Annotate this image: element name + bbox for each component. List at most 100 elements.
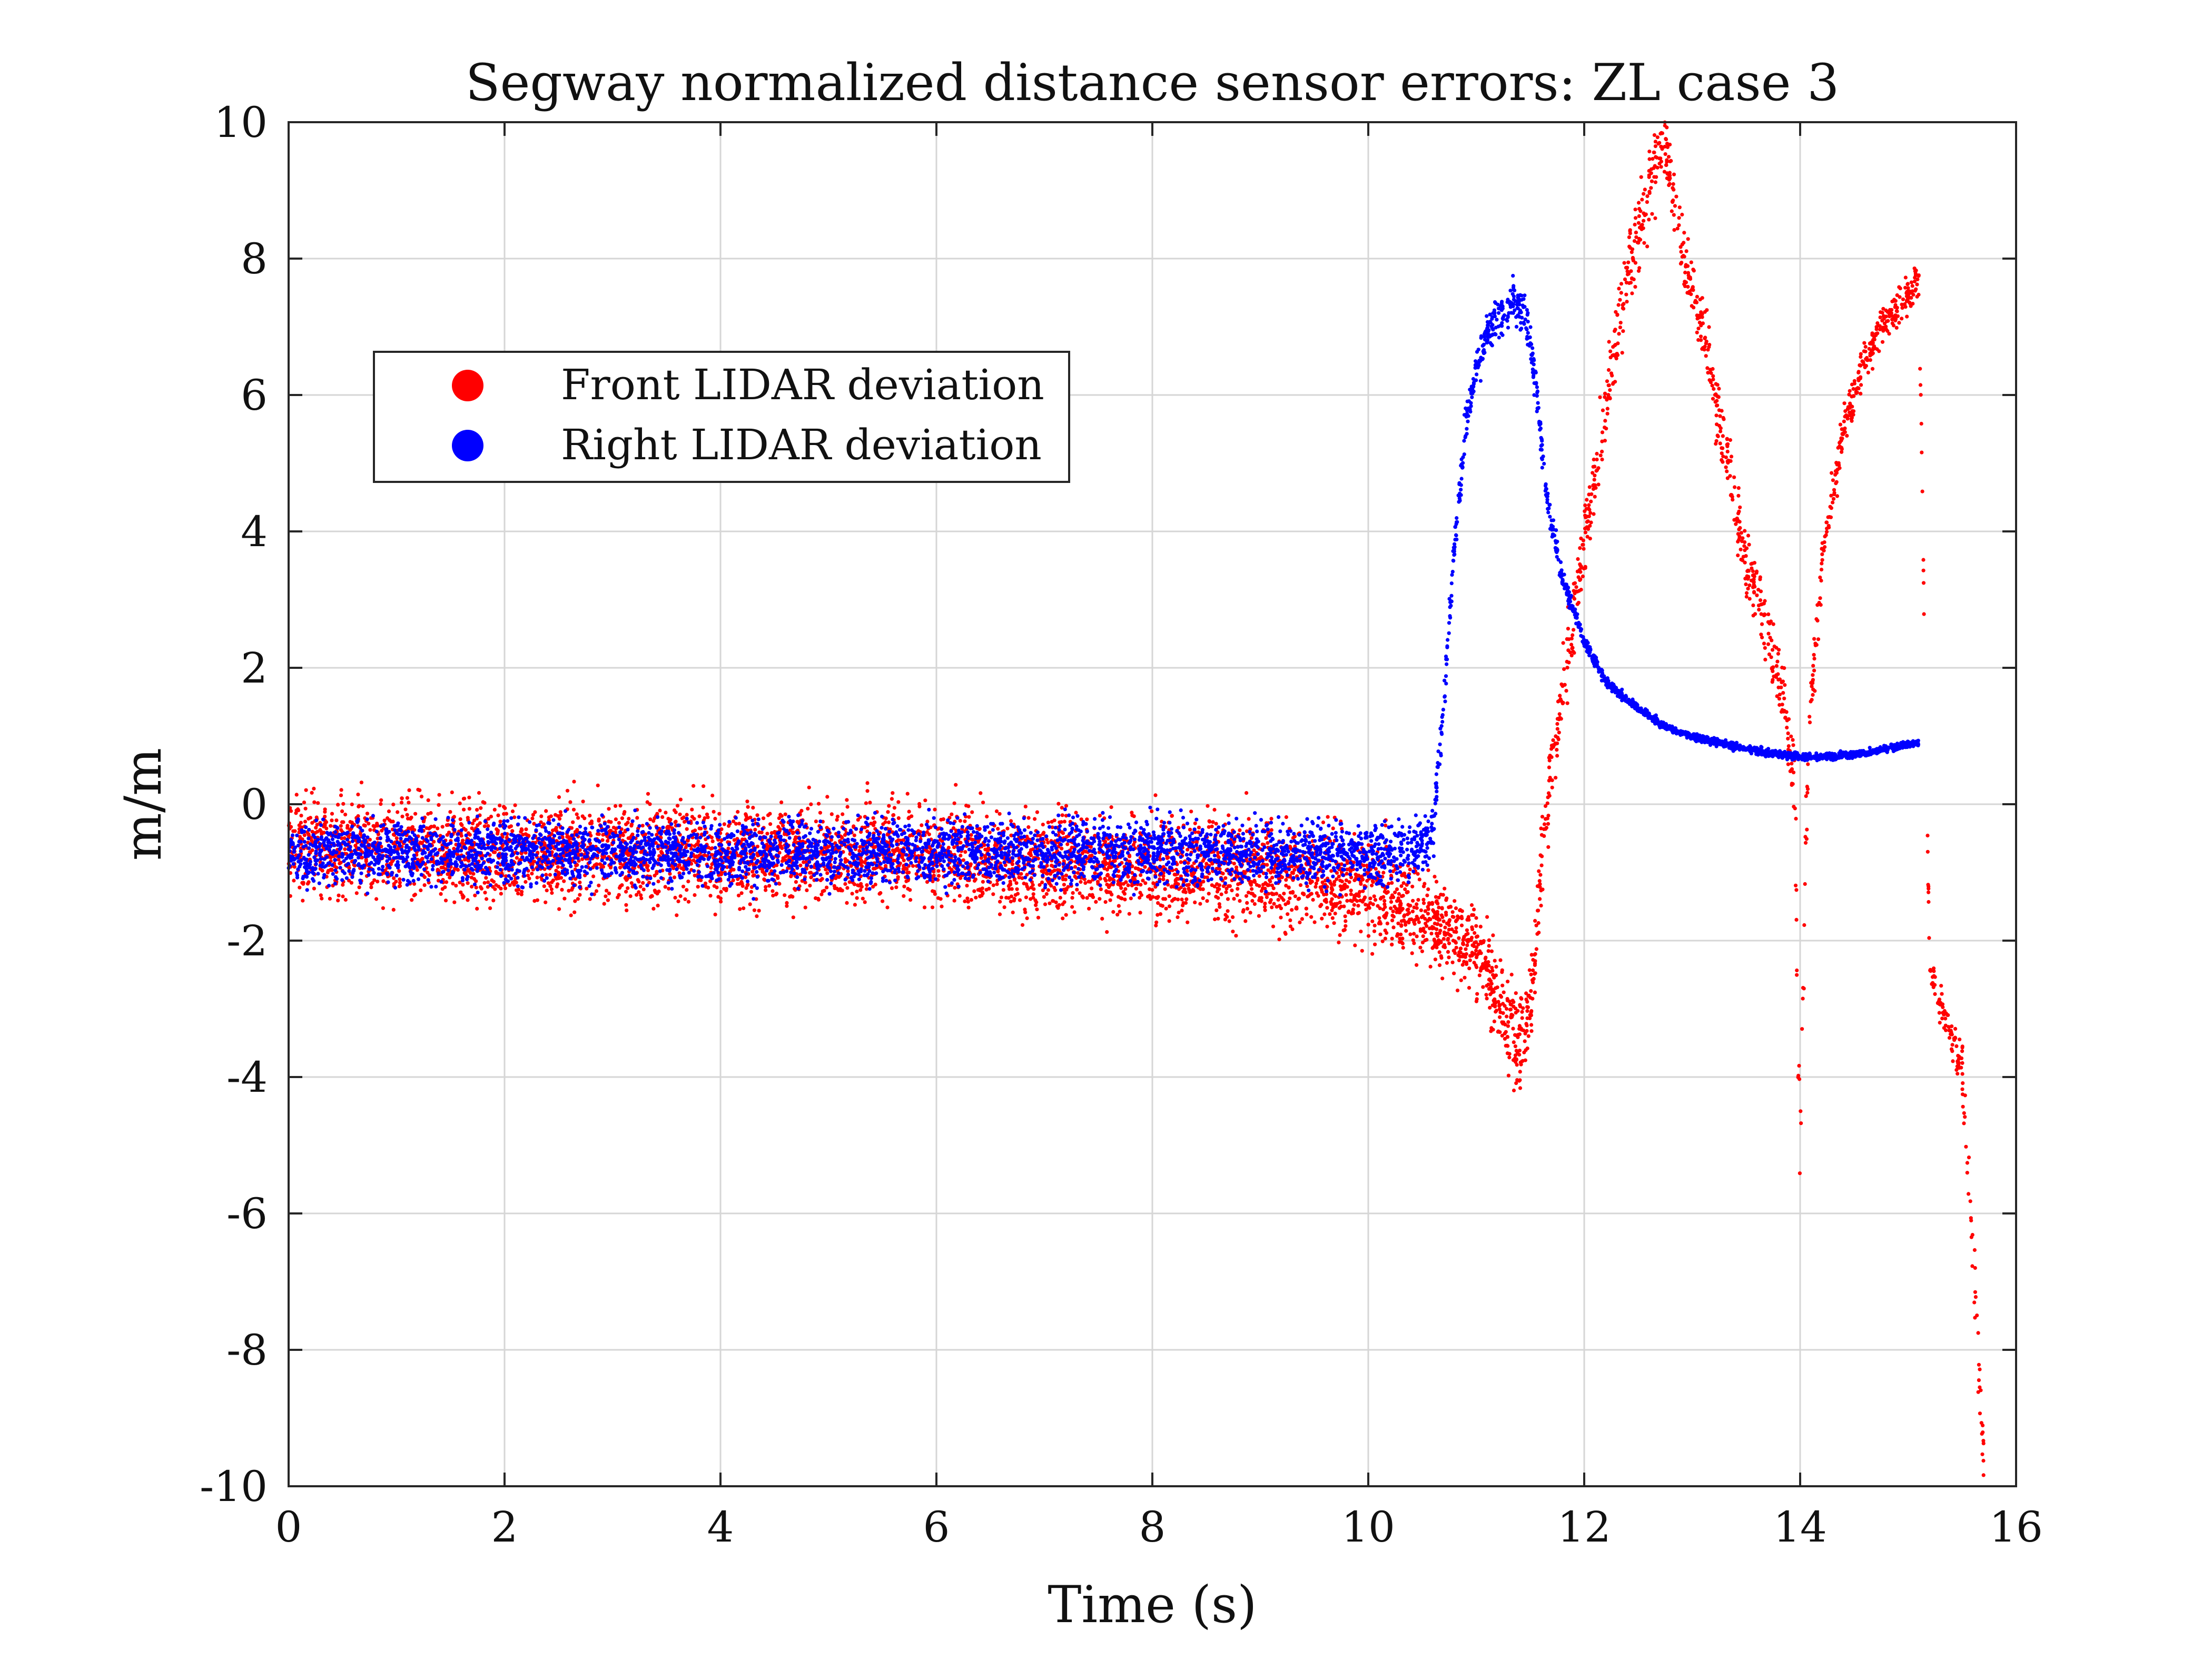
data-point xyxy=(1012,897,1016,901)
data-point xyxy=(963,899,967,903)
data-point xyxy=(1046,821,1050,825)
data-point xyxy=(1574,585,1578,589)
data-point xyxy=(470,884,474,889)
data-point xyxy=(635,893,639,897)
data-point xyxy=(570,887,574,892)
data-point xyxy=(1426,887,1430,892)
data-point xyxy=(475,906,479,911)
data-point xyxy=(638,884,643,888)
data-point xyxy=(1062,900,1066,904)
data-point xyxy=(1486,949,1490,953)
data-point xyxy=(959,876,963,880)
data-point xyxy=(1060,813,1064,817)
data-point xyxy=(544,873,548,877)
data-point xyxy=(532,899,537,903)
data-point xyxy=(836,888,841,892)
data-point xyxy=(1089,845,1093,849)
data-point xyxy=(1555,722,1559,726)
data-point xyxy=(1380,939,1385,943)
data-point xyxy=(1408,867,1412,872)
data-point xyxy=(1172,872,1177,877)
data-point xyxy=(1132,814,1136,818)
data-point xyxy=(1452,971,1456,975)
data-point xyxy=(1517,1053,1522,1057)
data-point xyxy=(1457,958,1461,962)
data-point xyxy=(1227,813,1231,817)
data-point xyxy=(1434,900,1438,904)
data-point xyxy=(829,812,834,816)
data-point xyxy=(1154,923,1158,927)
data-point xyxy=(710,862,714,866)
data-point xyxy=(1259,889,1264,893)
data-point xyxy=(1284,815,1288,819)
data-point xyxy=(1412,919,1416,923)
data-point xyxy=(1046,888,1050,892)
data-point xyxy=(407,788,411,792)
data-point xyxy=(1108,876,1112,880)
data-point xyxy=(1176,915,1180,920)
data-point xyxy=(298,835,302,839)
data-point xyxy=(624,890,628,894)
data-point xyxy=(1421,884,1426,888)
data-point xyxy=(922,905,927,910)
data-point xyxy=(1064,887,1068,891)
data-point xyxy=(1520,1016,1524,1020)
data-point xyxy=(338,861,342,866)
data-point xyxy=(310,829,314,834)
data-point xyxy=(748,815,753,819)
data-point xyxy=(376,832,381,836)
data-point xyxy=(1582,547,1586,551)
data-point xyxy=(979,791,983,795)
data-point xyxy=(1421,934,1425,939)
data-point xyxy=(1126,883,1130,887)
data-point xyxy=(617,886,622,890)
data-point xyxy=(825,871,829,875)
data-point xyxy=(364,858,368,862)
data-point xyxy=(1539,903,1543,908)
data-point xyxy=(627,816,631,821)
data-point xyxy=(1293,894,1297,898)
data-point xyxy=(413,812,418,816)
data-point xyxy=(966,900,970,904)
data-point xyxy=(1514,991,1518,995)
data-point xyxy=(678,797,683,802)
data-point xyxy=(1419,908,1423,912)
data-point xyxy=(1009,819,1013,823)
data-point xyxy=(336,803,340,807)
data-point xyxy=(1245,791,1249,795)
data-point xyxy=(1492,975,1496,980)
data-point xyxy=(650,894,654,898)
data-point xyxy=(775,892,779,896)
data-point xyxy=(1490,1003,1495,1008)
data-point xyxy=(709,835,714,840)
data-point xyxy=(391,833,396,837)
data-point xyxy=(1359,882,1363,886)
data-point xyxy=(408,826,412,831)
data-point xyxy=(369,882,373,886)
data-point xyxy=(966,905,971,910)
data-point xyxy=(623,876,627,880)
data-point xyxy=(556,865,560,869)
data-point xyxy=(792,886,797,891)
data-point xyxy=(1359,930,1363,934)
data-point xyxy=(405,796,410,800)
data-point xyxy=(343,847,347,851)
data-point xyxy=(1546,822,1551,826)
data-point xyxy=(303,819,308,824)
data-point xyxy=(1150,888,1154,892)
data-point xyxy=(1298,920,1302,924)
data-point xyxy=(477,791,481,795)
data-point xyxy=(1464,947,1468,951)
data-point xyxy=(1469,903,1474,907)
data-point xyxy=(557,872,561,876)
data-point xyxy=(841,812,845,816)
data-point xyxy=(690,807,694,812)
data-point xyxy=(835,818,839,822)
data-point xyxy=(1457,915,1461,920)
data-point xyxy=(1411,898,1415,903)
data-point xyxy=(576,816,580,820)
data-point xyxy=(1540,854,1544,858)
data-point xyxy=(1226,909,1230,913)
data-point xyxy=(396,810,400,814)
data-point xyxy=(785,904,789,908)
